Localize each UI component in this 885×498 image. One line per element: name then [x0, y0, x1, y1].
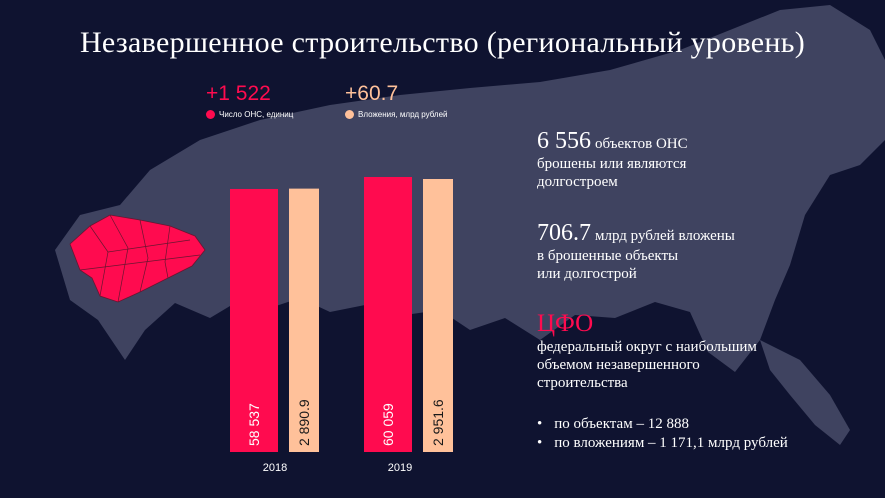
data-label-ons-2018: 58 537	[246, 403, 262, 446]
bullet-investments: по вложениям – 1 171,1 млрд рублей	[537, 434, 788, 453]
legend-ons: Число ОНС, единиц	[206, 110, 293, 119]
fact-invest-unit: млрд рублей вложены	[595, 228, 735, 244]
fact-objects-value: 6 556	[537, 128, 591, 154]
fact-objects: 6 556 объектов ОНС брошены или являются …	[537, 128, 688, 191]
district-name: ЦФО	[537, 310, 594, 337]
central-federal-district	[69, 214, 206, 303]
fact-invest-value: 706.7	[537, 220, 591, 246]
district-bullets: по объектам – 12 888 по вложениям – 1 17…	[537, 415, 788, 453]
legend-investments-label: Вложения, млрд рублей	[358, 110, 448, 119]
fact-invest-desc-1: в брошенные объекты	[537, 248, 679, 264]
bar-investments-2019	[423, 179, 453, 452]
x-tick-2018: 2018	[262, 462, 288, 474]
page-title: Незавершенное строительство (региональны…	[79, 26, 806, 59]
district-desc-2: объемом незавершенного	[537, 357, 700, 373]
district-desc-3: строительства	[537, 375, 628, 391]
fact-objects-desc-1: брошены или являются	[537, 156, 687, 172]
investments-legend-dot-icon	[345, 110, 354, 119]
data-label-ons-2019: 60 059	[380, 403, 396, 446]
russia-map-east-lobe	[760, 340, 850, 445]
fact-district: ЦФО федеральный округ с наибольшим объем…	[537, 310, 757, 392]
fact-objects-desc-2: долгостроем	[537, 174, 618, 190]
data-label-investments-2018: 2 890.9	[296, 399, 312, 446]
bar-investments-2018	[289, 188, 319, 453]
bar-ons-2018	[230, 188, 278, 452]
fact-objects-unit: объектов ОНС	[595, 136, 688, 152]
bar-ons-2019	[364, 177, 412, 452]
fact-investments: 706.7 млрд рублей вложены в брошенные об…	[537, 220, 735, 283]
legend-investments: Вложения, млрд рублей	[345, 110, 448, 119]
ons-delta: +1 522	[206, 82, 271, 105]
fact-invest-desc-2: или долгострой	[537, 266, 637, 282]
bullet-objects: по объектам – 12 888	[537, 415, 788, 434]
investments-delta: +60.7	[345, 82, 399, 105]
legend-ons-label: Число ОНС, единиц	[219, 110, 294, 119]
ons-legend-dot-icon	[206, 110, 215, 119]
data-label-investments-2019: 2 951.6	[430, 399, 446, 446]
x-tick-2019: 2019	[387, 462, 413, 474]
region-borders	[79, 214, 201, 303]
district-desc-1: федеральный округ с наибольшим	[537, 339, 757, 355]
